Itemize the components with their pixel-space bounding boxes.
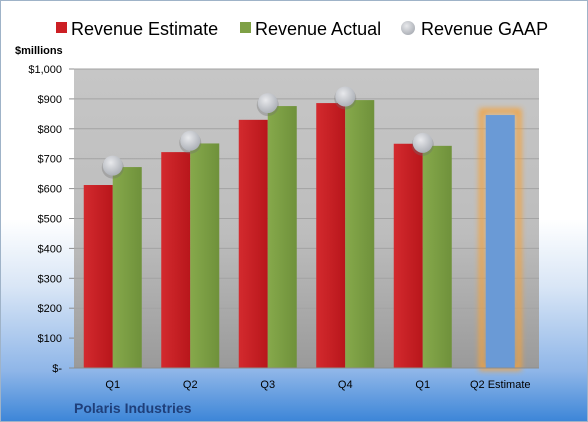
bar-revenue-estimate <box>393 143 423 368</box>
bars <box>83 86 522 371</box>
bar-revenue-actual <box>267 106 297 369</box>
y-axis-label: $millions <box>15 45 63 57</box>
legend-label-estimate: Revenue Estimate <box>71 19 218 39</box>
x-tick-label: Q1 <box>105 379 120 391</box>
y-tick-label: $600 <box>38 184 62 196</box>
x-tick-label: Q2 <box>183 379 198 391</box>
marker-revenue-gaap <box>257 93 278 114</box>
y-tick-label: $- <box>52 363 62 375</box>
y-tick-label: $700 <box>38 154 62 166</box>
marker-revenue-gaap <box>180 130 201 151</box>
legend-swatch-actual <box>240 22 251 33</box>
bar-estimate-highlight <box>485 115 515 369</box>
legend-item-revenue-gaap: Revenue GAAP <box>401 19 548 39</box>
y-tick-label: $400 <box>38 243 62 255</box>
y-tick-label: $200 <box>38 303 62 315</box>
marker-revenue-gaap <box>412 132 433 153</box>
y-tick-label: $1,000 <box>28 64 62 76</box>
y-tick-label: $800 <box>38 124 62 136</box>
legend-item-revenue-estimate: Revenue Estimate <box>56 19 218 39</box>
x-axis: Q1 Q2 Q3 Q4 Q1 Q2 Estimate <box>105 379 530 391</box>
x-tick-label: Q2 Estimate <box>470 379 531 391</box>
bar-revenue-estimate <box>238 119 268 368</box>
company-name: Polaris Industries <box>74 400 192 416</box>
x-tick-label: Q4 <box>338 379 353 391</box>
bar-revenue-actual <box>190 143 220 368</box>
bar-revenue-actual <box>345 100 375 368</box>
bar-revenue-estimate <box>83 185 113 368</box>
y-tick-label: $500 <box>38 214 62 226</box>
y-axis: $- $100 $200 $300 $400 $500 $600 $700 $800 $900 $1… <box>28 64 74 375</box>
legend-label-actual: Revenue Actual <box>255 19 381 39</box>
bar-revenue-actual <box>422 145 452 368</box>
y-tick-label: $100 <box>38 333 62 345</box>
legend-item-revenue-actual: Revenue Actual <box>240 19 381 39</box>
legend-swatch-estimate <box>56 22 67 33</box>
legend-label-gaap: Revenue GAAP <box>421 19 548 39</box>
y-tick-label: $300 <box>38 273 62 285</box>
legend-swatch-gaap <box>401 21 415 35</box>
x-tick-label: Q1 <box>415 379 430 391</box>
marker-revenue-gaap <box>335 86 356 107</box>
marker-revenue-gaap <box>102 155 123 176</box>
legend: Revenue Estimate Revenue Actual Revenue … <box>56 19 548 39</box>
gridlines <box>74 68 539 339</box>
bar-revenue-estimate <box>316 103 346 368</box>
bar-revenue-actual <box>112 167 142 368</box>
x-tick-label: Q3 <box>260 379 275 391</box>
bar-revenue-estimate <box>161 152 191 368</box>
y-tick-label: $900 <box>38 94 62 106</box>
